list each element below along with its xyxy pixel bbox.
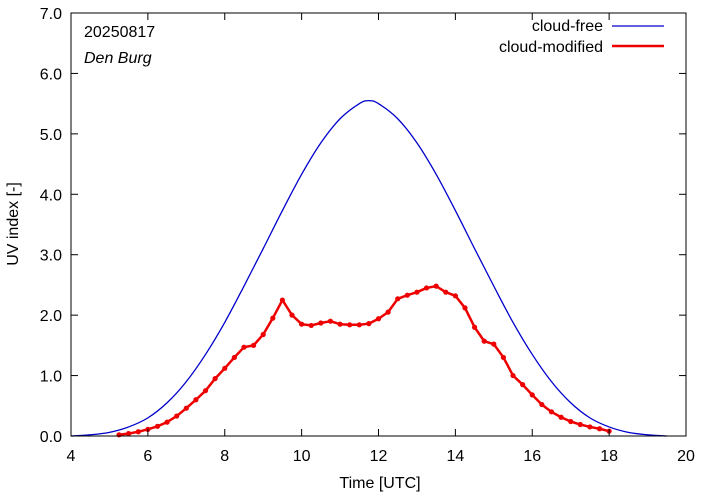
data-point-cloud-modified xyxy=(174,413,180,419)
data-point-cloud-modified xyxy=(395,296,401,302)
y-tick-label: 3.0 xyxy=(40,248,62,265)
data-point-cloud-modified xyxy=(135,429,141,435)
data-point-cloud-modified xyxy=(443,289,449,295)
y-tick-label: 5.0 xyxy=(40,127,62,144)
data-point-cloud-modified xyxy=(154,423,161,429)
data-point-cloud-modified xyxy=(260,331,266,338)
y-tick-label: 4.0 xyxy=(40,187,62,204)
data-point-cloud-modified xyxy=(433,283,439,289)
data-point-cloud-modified xyxy=(423,285,430,291)
x-tick-label: 16 xyxy=(523,448,541,465)
data-point-cloud-modified xyxy=(337,321,343,327)
data-point-cloud-modified xyxy=(356,322,362,328)
data-point-cloud-modified xyxy=(279,297,286,303)
data-point-cloud-modified xyxy=(558,414,564,420)
legend: cloud-free cloud-modified xyxy=(499,18,664,56)
data-point-cloud-modified xyxy=(347,322,353,328)
data-point-cloud-modified xyxy=(577,421,583,428)
data-point-cloud-modified xyxy=(596,426,603,432)
data-point-cloud-modified xyxy=(375,316,382,322)
x-tick-label: 14 xyxy=(446,448,464,465)
data-point-cloud-modified xyxy=(212,375,218,382)
series-layer xyxy=(70,99,667,438)
y-tick-label: 6.0 xyxy=(40,66,62,83)
date-annotation: 20250817 xyxy=(84,24,155,41)
x-tick-label: 20 xyxy=(677,448,695,465)
data-point-cloud-modified xyxy=(193,397,199,403)
y-tick-label: 7.0 xyxy=(40,6,62,23)
data-point-cloud-modified xyxy=(270,315,276,321)
series-line-cloud-modified xyxy=(118,284,610,437)
data-point-cloud-modified xyxy=(414,289,420,295)
x-tick-label: 18 xyxy=(600,448,618,465)
data-point-cloud-modified xyxy=(529,392,535,398)
data-point-cloud-modified xyxy=(462,305,468,311)
data-point-cloud-modified xyxy=(126,430,132,437)
x-axis-title: Time [UTC] xyxy=(339,475,420,492)
data-point-cloud-modified xyxy=(250,342,257,348)
y-tick-label: 2.0 xyxy=(40,308,62,325)
data-point-cloud-modified xyxy=(202,388,209,394)
x-tick-label: 12 xyxy=(370,448,388,465)
ticks-layer: 4 6 8 10 12 14 16 18 20 0.0 1.0 2.0 3.0 4.0 5.0 6.0 7.0 xyxy=(40,6,695,465)
data-point-cloud-modified xyxy=(308,322,314,329)
data-point-cloud-modified xyxy=(587,424,593,430)
data-point-cloud-modified xyxy=(385,309,391,315)
data-point-cloud-modified xyxy=(491,341,497,347)
legend-label-cloud-modified: cloud-modified xyxy=(499,39,603,56)
data-point-cloud-modified xyxy=(231,354,237,361)
legend-label-cloud-free: cloud-free xyxy=(532,18,603,35)
data-point-cloud-modified xyxy=(164,419,170,425)
location-annotation: Den Burg xyxy=(84,50,152,67)
data-point-cloud-modified xyxy=(539,401,545,408)
data-point-cloud-modified xyxy=(241,344,247,350)
data-point-cloud-modified xyxy=(404,292,410,298)
data-point-cloud-modified xyxy=(481,338,487,344)
data-point-cloud-modified xyxy=(299,321,305,327)
data-point-cloud-modified xyxy=(520,382,526,388)
data-point-cloud-modified xyxy=(116,432,122,438)
data-point-cloud-modified xyxy=(327,318,334,324)
data-point-cloud-modified xyxy=(183,405,189,411)
data-point-cloud-modified xyxy=(222,365,228,371)
data-point-cloud-modified xyxy=(289,312,295,318)
x-tick-label: 6 xyxy=(143,448,152,465)
y-tick-label: 1.0 xyxy=(40,369,62,386)
data-point-cloud-modified xyxy=(568,418,574,425)
plot-frame xyxy=(70,12,687,437)
data-point-cloud-modified xyxy=(318,320,324,326)
data-point-cloud-modified xyxy=(510,372,516,379)
y-axis-title: UV index [-] xyxy=(5,182,22,266)
x-tick-label: 4 xyxy=(67,448,76,465)
series-line-cloud-free xyxy=(70,99,667,437)
data-point-cloud-modified xyxy=(500,354,507,361)
data-point-cloud-modified xyxy=(452,293,458,299)
data-point-cloud-modified xyxy=(366,321,372,327)
y-tick-label: 0.0 xyxy=(40,429,62,446)
data-point-cloud-modified xyxy=(471,324,478,330)
x-tick-label: 8 xyxy=(220,448,229,465)
x-tick-label: 10 xyxy=(293,448,311,465)
data-point-cloud-modified xyxy=(548,409,555,415)
